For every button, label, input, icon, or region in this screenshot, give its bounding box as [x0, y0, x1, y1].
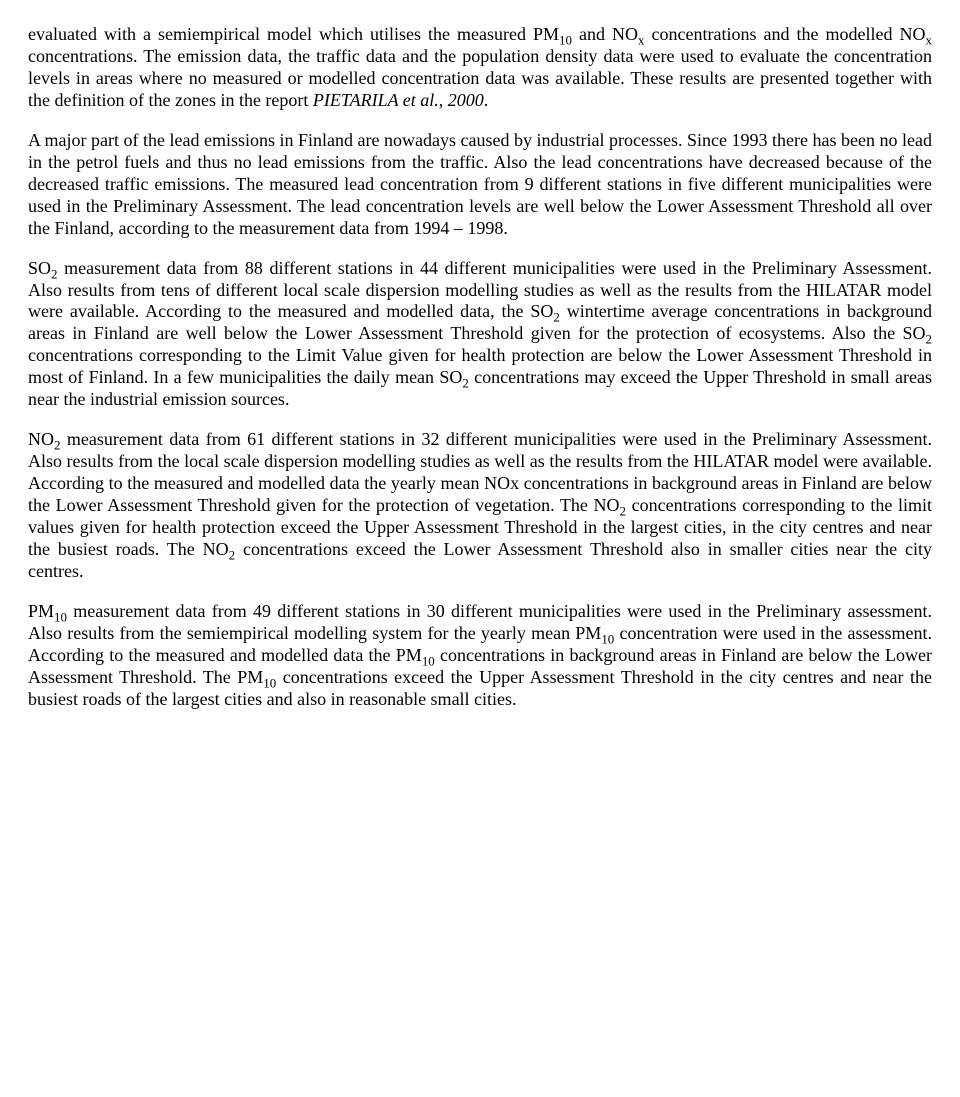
- paragraph-1: evaluated with a semiempirical model whi…: [28, 24, 932, 112]
- paragraph-3: SO2 measurement data from 88 different s…: [28, 258, 932, 412]
- text: .: [484, 90, 489, 110]
- citation: PIETARILA et al., 2000: [313, 90, 484, 110]
- text: concentrations and the modelled NO: [645, 24, 926, 44]
- text: PM: [28, 601, 54, 621]
- text: SO: [28, 258, 51, 278]
- paragraph-2: A major part of the lead emissions in Fi…: [28, 130, 932, 240]
- text: NO: [28, 429, 54, 449]
- text: and NO: [572, 24, 638, 44]
- paragraph-5: PM10 measurement data from 49 different …: [28, 601, 932, 711]
- text: A major part of the lead emissions in Fi…: [28, 130, 932, 238]
- paragraph-4: NO2 measurement data from 61 different s…: [28, 429, 932, 583]
- text: evaluated with a semiempirical model whi…: [28, 24, 559, 44]
